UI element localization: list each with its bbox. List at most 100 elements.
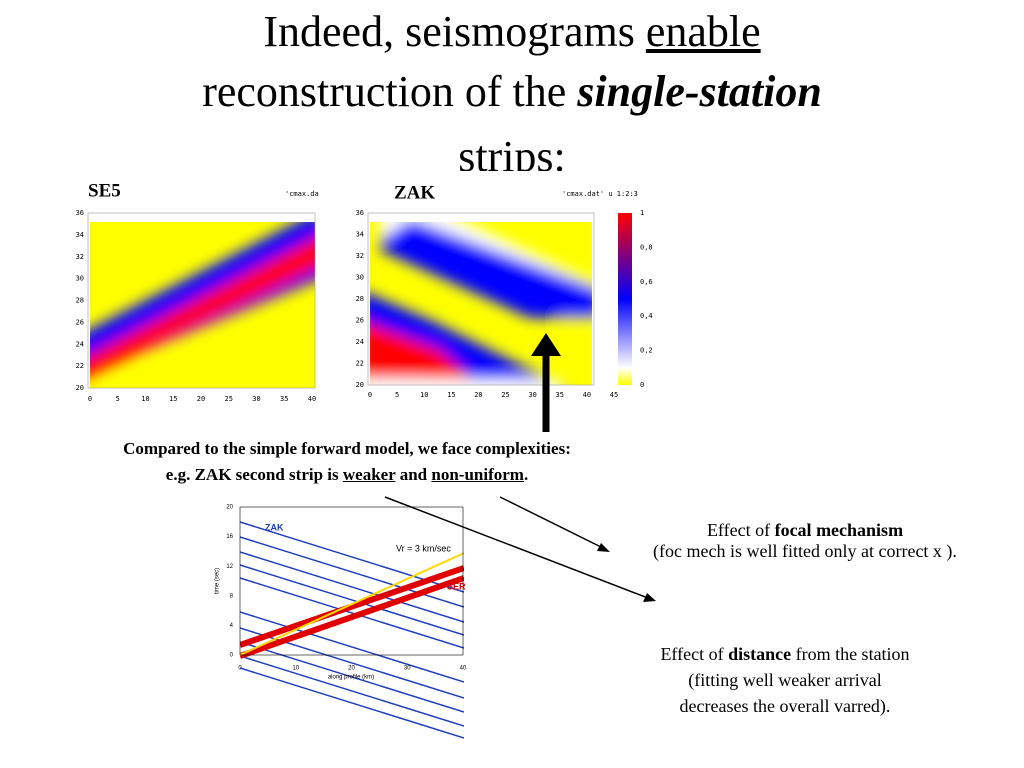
x-tick-label: 25 [501, 391, 509, 399]
y-tick-label: 24 [356, 338, 364, 346]
colorbar-label: 0,2 [640, 347, 653, 355]
y-tick-label: 22 [76, 362, 84, 370]
y-tick-label: 20 [356, 381, 364, 389]
x-tick-label: 10 [420, 391, 428, 399]
x-tick-label: 20 [348, 666, 355, 672]
colorbar [618, 213, 632, 385]
y-tick-label: 28 [356, 295, 364, 303]
x-tick-label: 20 [197, 395, 205, 403]
title: reconstruction of the single-station [0, 70, 1024, 114]
x-tick-label: 20 [474, 391, 482, 399]
y-tick-label: 34 [356, 231, 364, 239]
note: Effect of distance from the station (fitt… [575, 641, 995, 719]
pointer [384, 496, 649, 599]
x-tick-label: 30 [528, 391, 536, 399]
x-tick-label: 45 [610, 391, 618, 399]
y-tick-label: 16 [226, 534, 233, 540]
panel-legend: 'cmax.da [285, 190, 319, 198]
x-tick-label: 15 [169, 395, 177, 403]
x-tick-label: 10 [292, 666, 299, 672]
y-tick-label: 12 [226, 564, 233, 570]
y-tick-label: 26 [356, 317, 364, 325]
x-tick-label: 5 [116, 395, 120, 403]
lower-lines [240, 521, 464, 739]
y-tick-label: 0 [230, 653, 234, 659]
x-tick-label: 0 [238, 666, 242, 672]
title-emphasis: single-station [577, 67, 822, 116]
y-tick-label: 36 [76, 209, 84, 217]
y-tick-label: 32 [356, 252, 364, 260]
x-tick-label: 35 [556, 391, 564, 399]
x-tick-label: 0 [368, 391, 372, 399]
title-text: strips: [458, 135, 566, 171]
title: Indeed, seismograms enable [0, 10, 1024, 54]
y-tick-label: 32 [76, 253, 84, 261]
colorbar-label: 0,6 [640, 278, 653, 286]
caption-text: . [523, 465, 529, 484]
arrow-head [531, 333, 561, 356]
y-tick-label: 30 [356, 274, 364, 282]
colorbar-label: 1 [640, 209, 644, 217]
pointer [499, 496, 604, 549]
x-tick-label: 25 [225, 395, 233, 403]
y-tick-label: 30 [76, 275, 84, 283]
y-tick-label: 20 [76, 384, 84, 392]
title-text: reconstruction of the [202, 67, 578, 116]
panel-label: SE5 [88, 180, 121, 201]
colorbar-label: 0,4 [640, 312, 653, 320]
y-tick-label: 36 [356, 209, 364, 217]
velocity-label: Vr = 3 km/sec [396, 543, 451, 553]
lower-frame [239, 506, 464, 656]
pointer-head [597, 543, 610, 552]
note-text: (foc mech is well fitted only at correct… [653, 541, 957, 561]
se5-frame [87, 212, 316, 389]
x-tick-label: 35 [280, 395, 288, 403]
zak-frame [367, 212, 595, 386]
zak-heatmap [370, 222, 592, 385]
note-text: Effect of [706, 520, 775, 540]
x-tick-label: 30 [252, 395, 260, 403]
x-tick-label: 40 [460, 666, 467, 672]
x-axis-label: along profile (km) [328, 675, 374, 681]
note-bold: focal mechanism [774, 520, 904, 540]
note-text: from the station [791, 644, 910, 664]
note-text: (fitting well weaker arrival [688, 670, 882, 690]
x-tick-label: 40 [583, 391, 591, 399]
x-tick-label: 30 [404, 666, 411, 672]
colorbar-label: 0 [640, 381, 644, 389]
panel-legend: 'cmax.dat' u 1:2:3 [562, 190, 638, 198]
note: Effect of focal mechanism (foc mech is we… [595, 520, 1015, 562]
y-tick-label: 22 [356, 360, 364, 368]
y-tick-label: 28 [76, 297, 84, 305]
y-tick-label: 4 [230, 623, 234, 629]
y-tick-label: 8 [230, 593, 234, 599]
x-tick-label: 15 [447, 391, 455, 399]
title: strips: [0, 135, 1024, 171]
x-tick-label: 40 [308, 395, 316, 403]
title-underlined: enable [645, 7, 761, 56]
y-tick-label: 20 [226, 505, 233, 511]
colorbar-label: 0,8 [640, 243, 653, 251]
caption-text: e.g. ZAK second strip is [165, 465, 343, 484]
x-tick-label: 10 [141, 395, 149, 403]
caption-text: and [395, 465, 432, 484]
caption-underlined: weaker [342, 465, 396, 484]
se5-heatmap [90, 222, 315, 388]
ser-label: SER [447, 581, 466, 591]
caption: e.g. ZAK second strip is weaker and non-… [20, 465, 674, 485]
title-text: Indeed, seismograms [263, 7, 646, 56]
note-bold: distance [728, 644, 792, 664]
y-axis-label: time (sec) [215, 568, 221, 594]
caption: Compared to the simple forward model, we… [123, 439, 571, 458]
note-text: Effect of [660, 644, 729, 664]
y-tick-label: 26 [76, 318, 84, 326]
x-tick-label: 0 [88, 395, 92, 403]
y-tick-label: 34 [76, 231, 84, 239]
x-tick-label: 5 [395, 391, 399, 399]
y-tick-label: 24 [76, 340, 84, 348]
panel-label: ZAK [394, 182, 435, 203]
caption-underlined: non-uniform [431, 465, 524, 484]
note-text: decreases the overall varred). [679, 696, 891, 716]
